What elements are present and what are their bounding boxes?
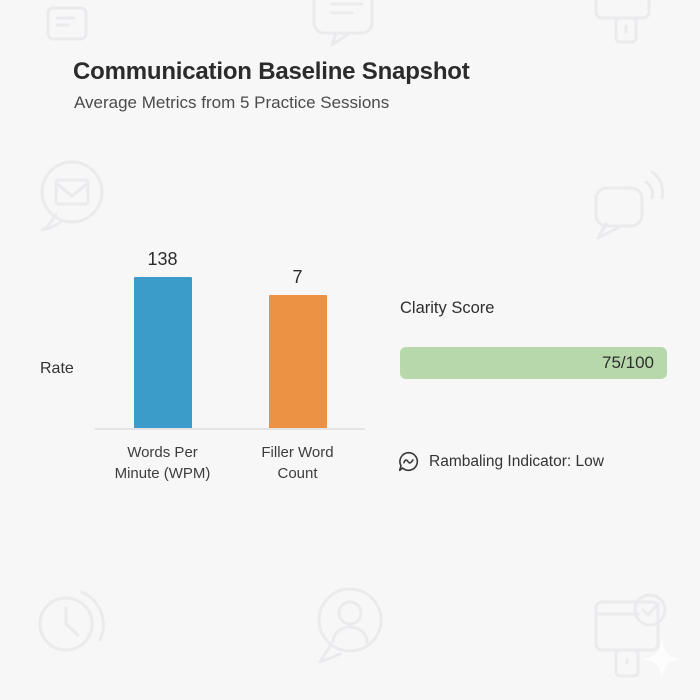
chat-wave-icon (398, 451, 419, 472)
clarity-score-bar: 75/100 (400, 347, 667, 379)
category-label-line: Filler Word (261, 444, 334, 461)
bar (268, 295, 327, 429)
page-subtitle: Average Metrics from 5 Practice Sessions (74, 93, 390, 112)
page-title: Communication Baseline Snapshot (73, 58, 470, 85)
category-label-filler: Filler Word Count (230, 442, 365, 484)
bar (133, 277, 192, 429)
bar-group-wpm: 138 (95, 249, 230, 429)
rambling-indicator-row: Rambaling Indicator: Low (397, 450, 604, 473)
envelope-bubble-icon (40, 160, 104, 232)
y-axis-label: Rate (40, 360, 74, 377)
category-label-line: Count (277, 465, 318, 482)
chat-waves-icon (594, 170, 665, 240)
x-axis-line (95, 428, 365, 430)
category-label-line: Words Per (127, 444, 198, 461)
clarity-score-value: 75/100 (602, 353, 654, 372)
bar-value-label: 7 (292, 267, 303, 287)
category-label-wpm: Words Per Minute (WPM) (95, 442, 230, 484)
rambling-indicator-label: Rambaling Indicator: Low (429, 452, 604, 470)
bar-group-filler: 7 (230, 267, 365, 429)
message-card-icon (46, 6, 88, 41)
chat-lines-icon (312, 0, 374, 47)
category-label-line: Minute (WPM) (114, 465, 211, 482)
person-bubble-icon (317, 587, 383, 664)
plug-icon (594, 0, 651, 44)
monitor-check-icon (594, 593, 681, 678)
clarity-score-label: Clarity Score (400, 299, 495, 317)
clock-history-icon (38, 590, 105, 652)
bar-value-label: 138 (147, 249, 178, 269)
